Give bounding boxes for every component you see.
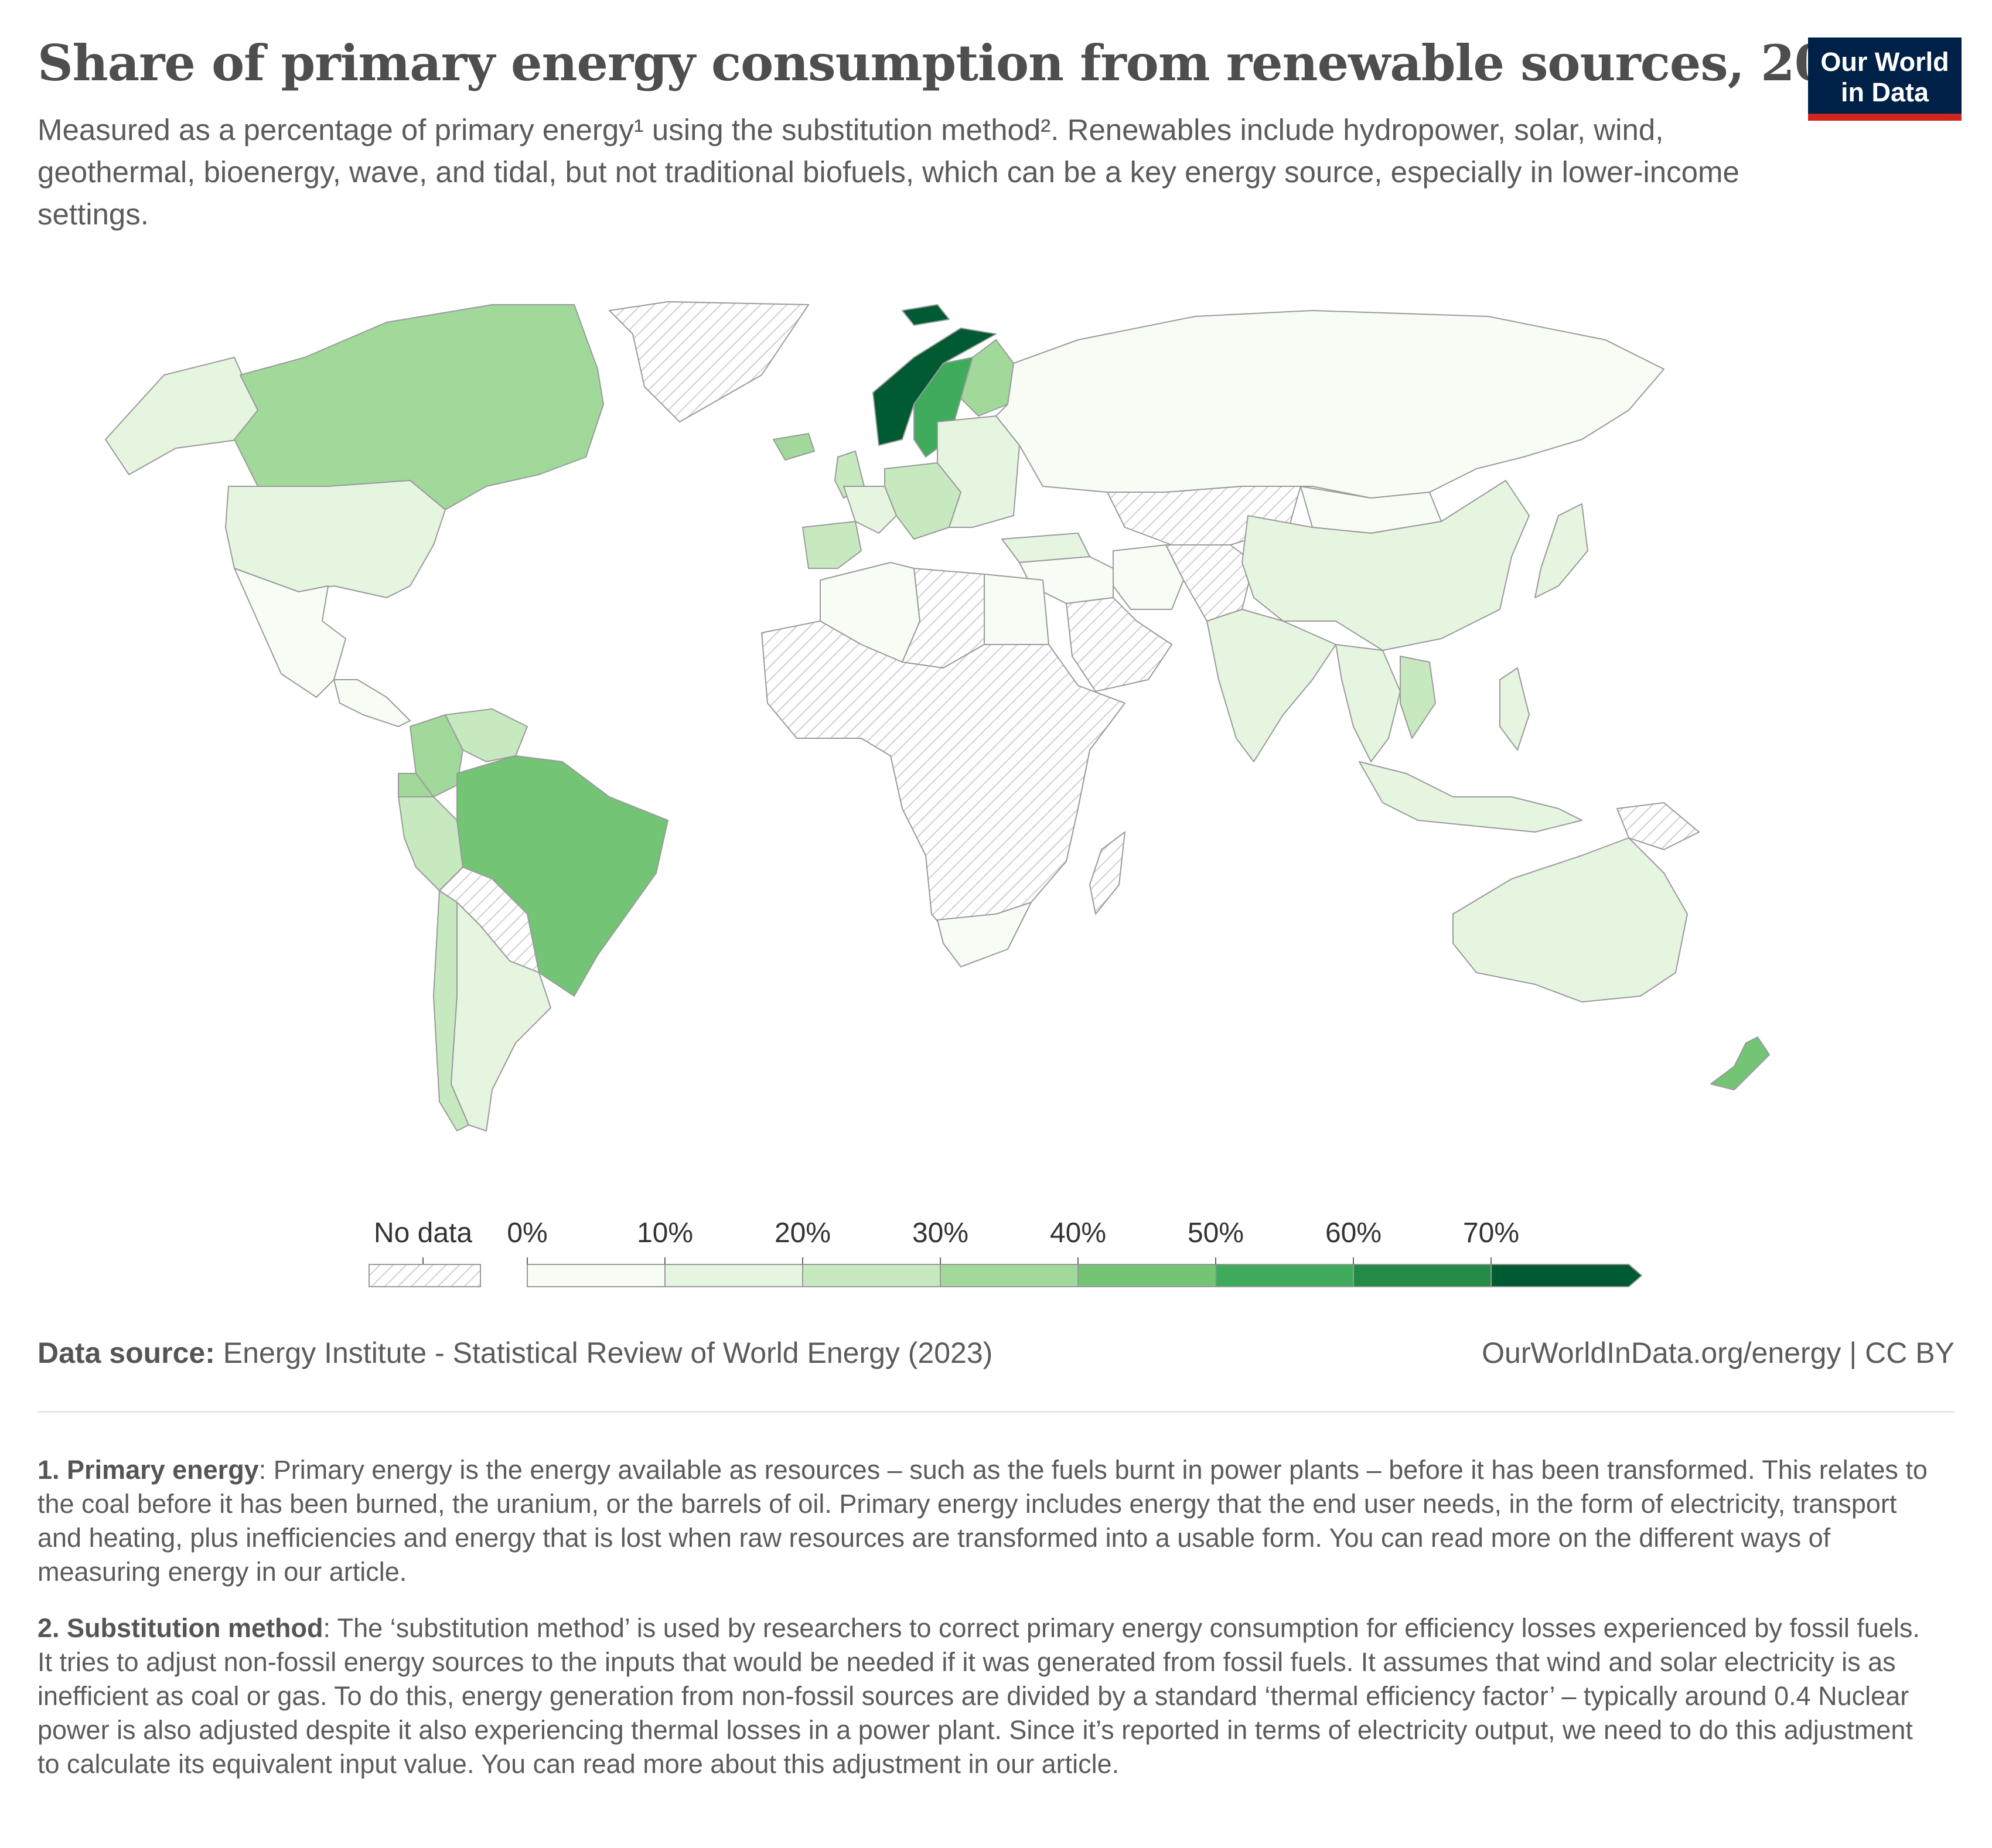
region-indonesia[interactable] <box>1359 761 1582 833</box>
footnote-primary-energy: 1. Primary energy: Primary energy is the… <box>37 1453 1936 1589</box>
footnote-1-text: : Primary energy is the energy available… <box>37 1455 1928 1587</box>
region-new-zealand[interactable] <box>1710 1036 1770 1090</box>
region-finland[interactable] <box>960 339 1014 417</box>
region-china[interactable] <box>1241 480 1530 651</box>
region-france[interactable] <box>843 486 897 534</box>
region-iceland[interactable] <box>773 433 815 461</box>
region-canada[interactable] <box>234 304 604 510</box>
country-regions <box>105 301 1770 1131</box>
legend-color-bins: 0% 10% 20% 30% 40% 50% 60% 70% <box>507 1218 1643 1287</box>
legend-bin-label: 60% <box>1325 1218 1382 1249</box>
region-usa[interactable] <box>225 480 446 598</box>
region-greenland[interactable] <box>609 301 809 422</box>
logo-line-2: in Data <box>1840 77 1929 107</box>
footnote-1-title: 1. Primary energy <box>37 1455 259 1485</box>
legend-bin-label: 50% <box>1188 1218 1244 1249</box>
footnote-substitution-method: 2. Substitution method: The ‘substitutio… <box>37 1611 1936 1781</box>
region-argentina[interactable] <box>451 902 551 1131</box>
legend-bin-swatch <box>1215 1264 1354 1287</box>
region-alaska[interactable] <box>105 357 258 475</box>
region-southeast-asia[interactable] <box>1335 644 1401 762</box>
legend-bin-label: 30% <box>912 1218 968 1249</box>
footnote-2-title: 2. Substitution method <box>37 1613 323 1643</box>
footnote-2-text: : The ‘substitution method’ is used by r… <box>37 1613 1920 1779</box>
region-svalbard[interactable] <box>902 304 950 326</box>
owid-logo[interactable]: Our World in Data <box>1808 37 1962 121</box>
chart-subtitle: Measured as a percentage of primary ener… <box>37 113 1739 231</box>
legend-no-data: No data <box>369 1218 481 1287</box>
legend-bin-swatch <box>802 1264 941 1287</box>
region-russia[interactable] <box>995 310 1664 499</box>
legend-bin-swatch <box>664 1264 803 1287</box>
chart-title: Share of primary energy consumption from… <box>37 34 1896 92</box>
region-arabian-peninsula[interactable] <box>1066 597 1172 692</box>
legend-bin-swatch <box>940 1264 1079 1287</box>
region-papua-new-guinea[interactable] <box>1616 802 1700 850</box>
region-sweden[interactable] <box>913 357 973 458</box>
region-egypt[interactable] <box>984 574 1049 645</box>
legend-no-data-swatch <box>369 1264 481 1287</box>
region-central-america[interactable] <box>333 679 411 727</box>
region-india[interactable] <box>1206 609 1336 762</box>
data-source-text[interactable]: Energy Institute - Statistical Review of… <box>223 1336 993 1369</box>
region-south-africa[interactable] <box>937 902 1032 967</box>
legend-bin-label: 70% <box>1463 1218 1519 1249</box>
legend-bin-swatch <box>1353 1264 1492 1287</box>
legend-bin-label: 40% <box>1050 1218 1106 1249</box>
region-australia[interactable] <box>1452 837 1688 1003</box>
region-mexico[interactable] <box>234 568 346 698</box>
world-map[interactable] <box>82 293 1922 1172</box>
region-iberia[interactable] <box>802 521 862 569</box>
region-madagascar[interactable] <box>1089 831 1125 915</box>
region-philippines[interactable] <box>1499 667 1530 751</box>
footer-divider <box>37 1411 1955 1413</box>
map-legend: No data 0% 10% 20% 30% 40% 50% 60% 70% <box>369 1218 1643 1287</box>
legend-bin-swatch <box>1077 1264 1216 1287</box>
legend-bin-label: 20% <box>775 1218 831 1249</box>
legend-bin-label: 0% <box>507 1218 547 1249</box>
legend-bin-label: 10% <box>637 1218 693 1249</box>
legend-no-data-label: No data <box>374 1218 472 1249</box>
data-source-label: Data source: <box>37 1336 215 1369</box>
region-japan[interactable] <box>1534 503 1588 598</box>
data-source: Data source: Energy Institute - Statisti… <box>37 1336 992 1370</box>
source-url[interactable]: OurWorldInData.org/energy | CC BY <box>1482 1336 1955 1369</box>
logo-line-1: Our World <box>1820 47 1949 77</box>
legend-bin-swatch <box>1490 1264 1643 1287</box>
region-vietnam[interactable] <box>1400 656 1436 739</box>
region-sub-saharan-africa[interactable] <box>761 620 1125 950</box>
legend-bin-swatch <box>527 1264 666 1287</box>
